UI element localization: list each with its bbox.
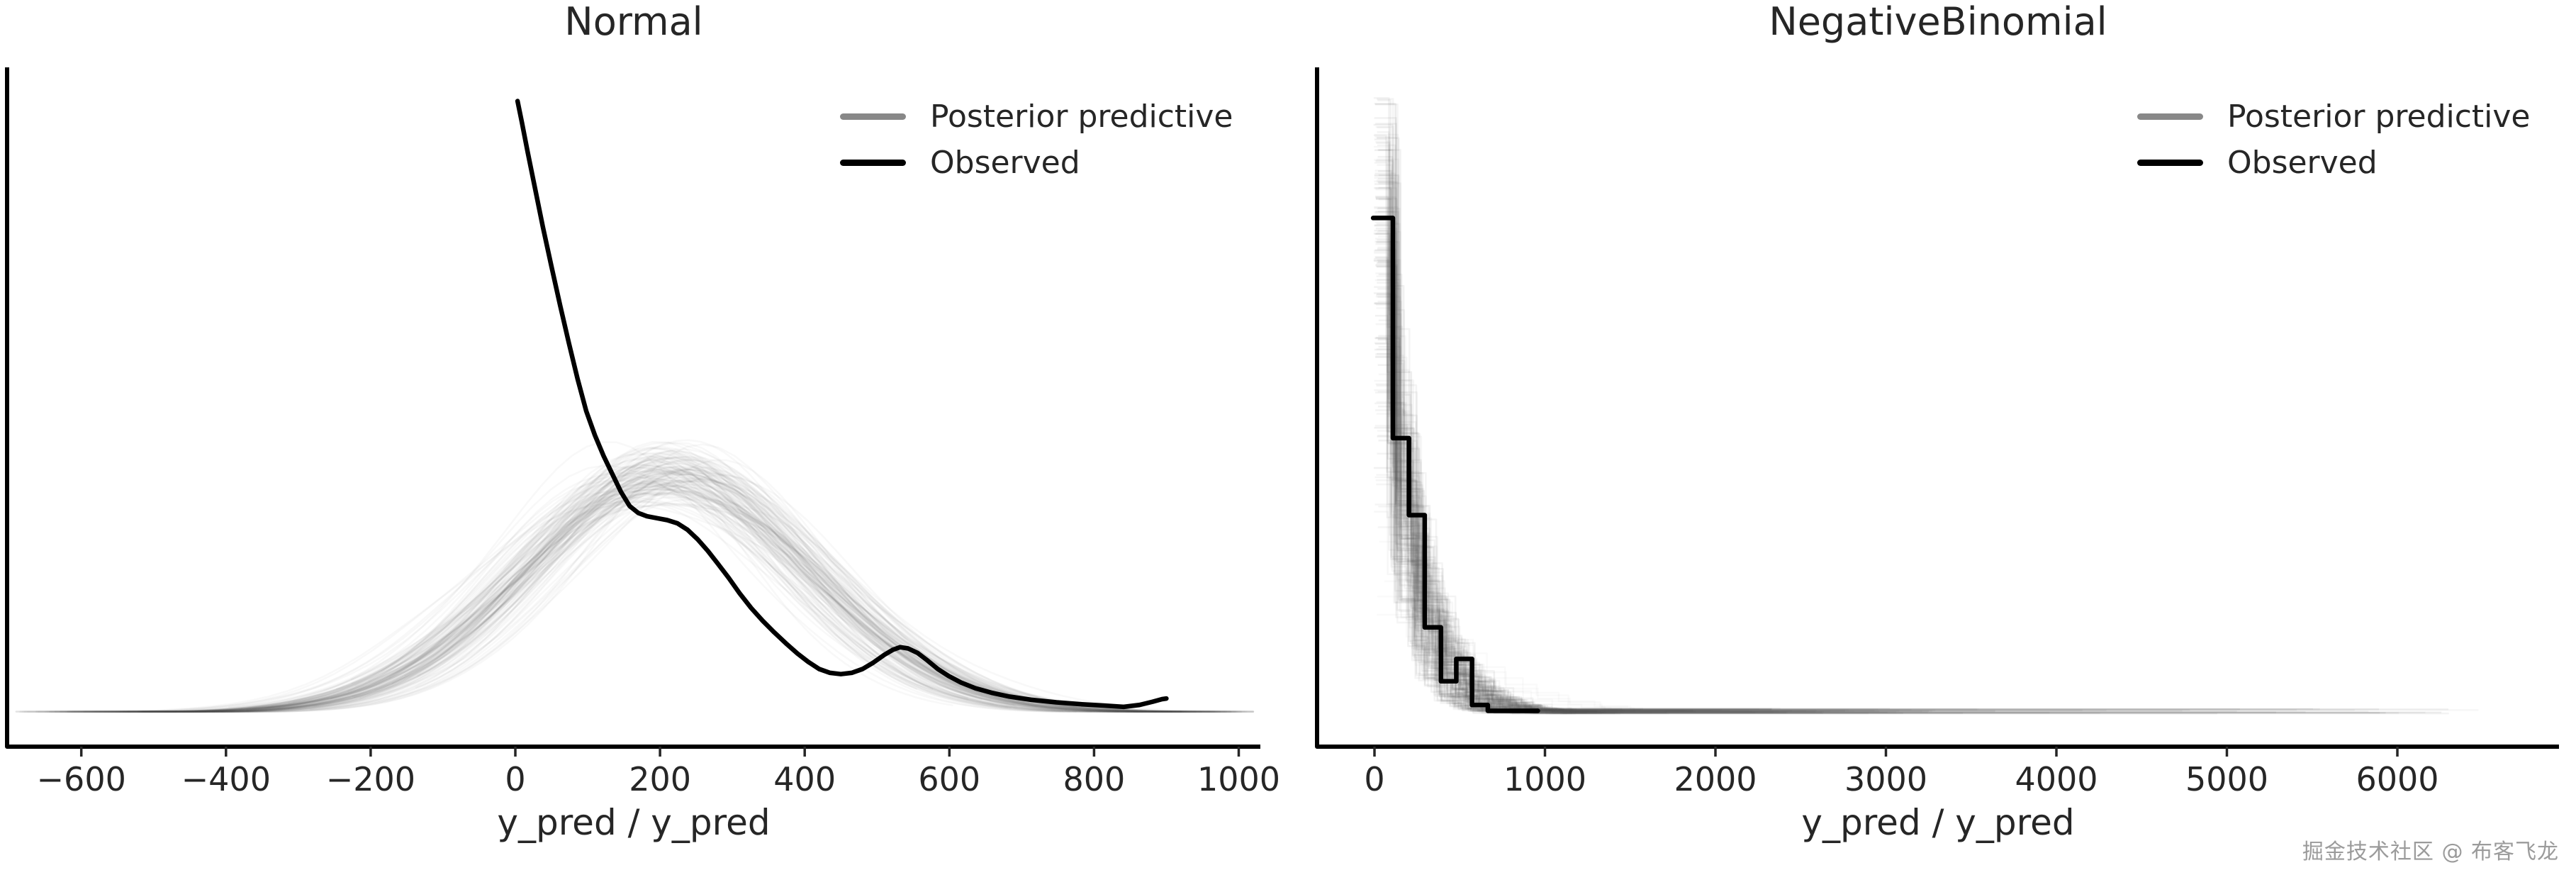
x-tick-label: −200: [325, 760, 416, 798]
legend-right: Posterior predictive Observed: [2137, 94, 2531, 186]
panel-title-normal: Normal: [564, 0, 703, 44]
x-tick-label: 6000: [2356, 760, 2439, 798]
x-tick-label: 1000: [1197, 760, 1281, 798]
x-tick-label: 0: [1364, 760, 1385, 798]
legend-item-observed: Observed: [2137, 140, 2531, 186]
x-tick-label: 5000: [2185, 760, 2269, 798]
x-tick-label: −600: [36, 760, 126, 798]
x-tick-label: 4000: [2015, 760, 2098, 798]
watermark: 掘金技术社区 @ 布客飞龙: [2302, 840, 2559, 864]
observed-line-swatch: [840, 160, 906, 166]
legend-label: Posterior predictive: [930, 99, 1233, 135]
x-tick-label: 3000: [1844, 760, 1928, 798]
x-tick-label: 800: [1063, 760, 1126, 798]
x-tick-label: 2000: [1674, 760, 1757, 798]
x-tick-label: 0: [505, 760, 526, 798]
x-tick-label: −400: [181, 760, 271, 798]
x-axis-label-left: y_pred / y_pred: [497, 802, 771, 843]
x-tick-label: 200: [629, 760, 691, 798]
legend-left: Posterior predictive Observed: [840, 94, 1233, 186]
observed-line-swatch: [2137, 160, 2203, 166]
posterior-predictive-line-swatch: [840, 113, 906, 120]
legend-item-observed: Observed: [840, 140, 1233, 186]
posterior-predictive-line-swatch: [2137, 113, 2203, 120]
panel-title-negativebinomial: NegativeBinomial: [1769, 0, 2107, 44]
legend-item-posterior-predictive: Posterior predictive: [840, 94, 1233, 140]
legend-label: Observed: [930, 145, 1080, 181]
legend-label: Observed: [2227, 145, 2378, 181]
x-axis-label-right: y_pred / y_pred: [1801, 802, 2075, 843]
legend-item-posterior-predictive: Posterior predictive: [2137, 94, 2531, 140]
x-tick-label: 400: [773, 760, 836, 798]
x-tick-label: 600: [918, 760, 981, 798]
x-tick-label: 1000: [1503, 760, 1587, 798]
legend-label: Posterior predictive: [2227, 99, 2531, 135]
